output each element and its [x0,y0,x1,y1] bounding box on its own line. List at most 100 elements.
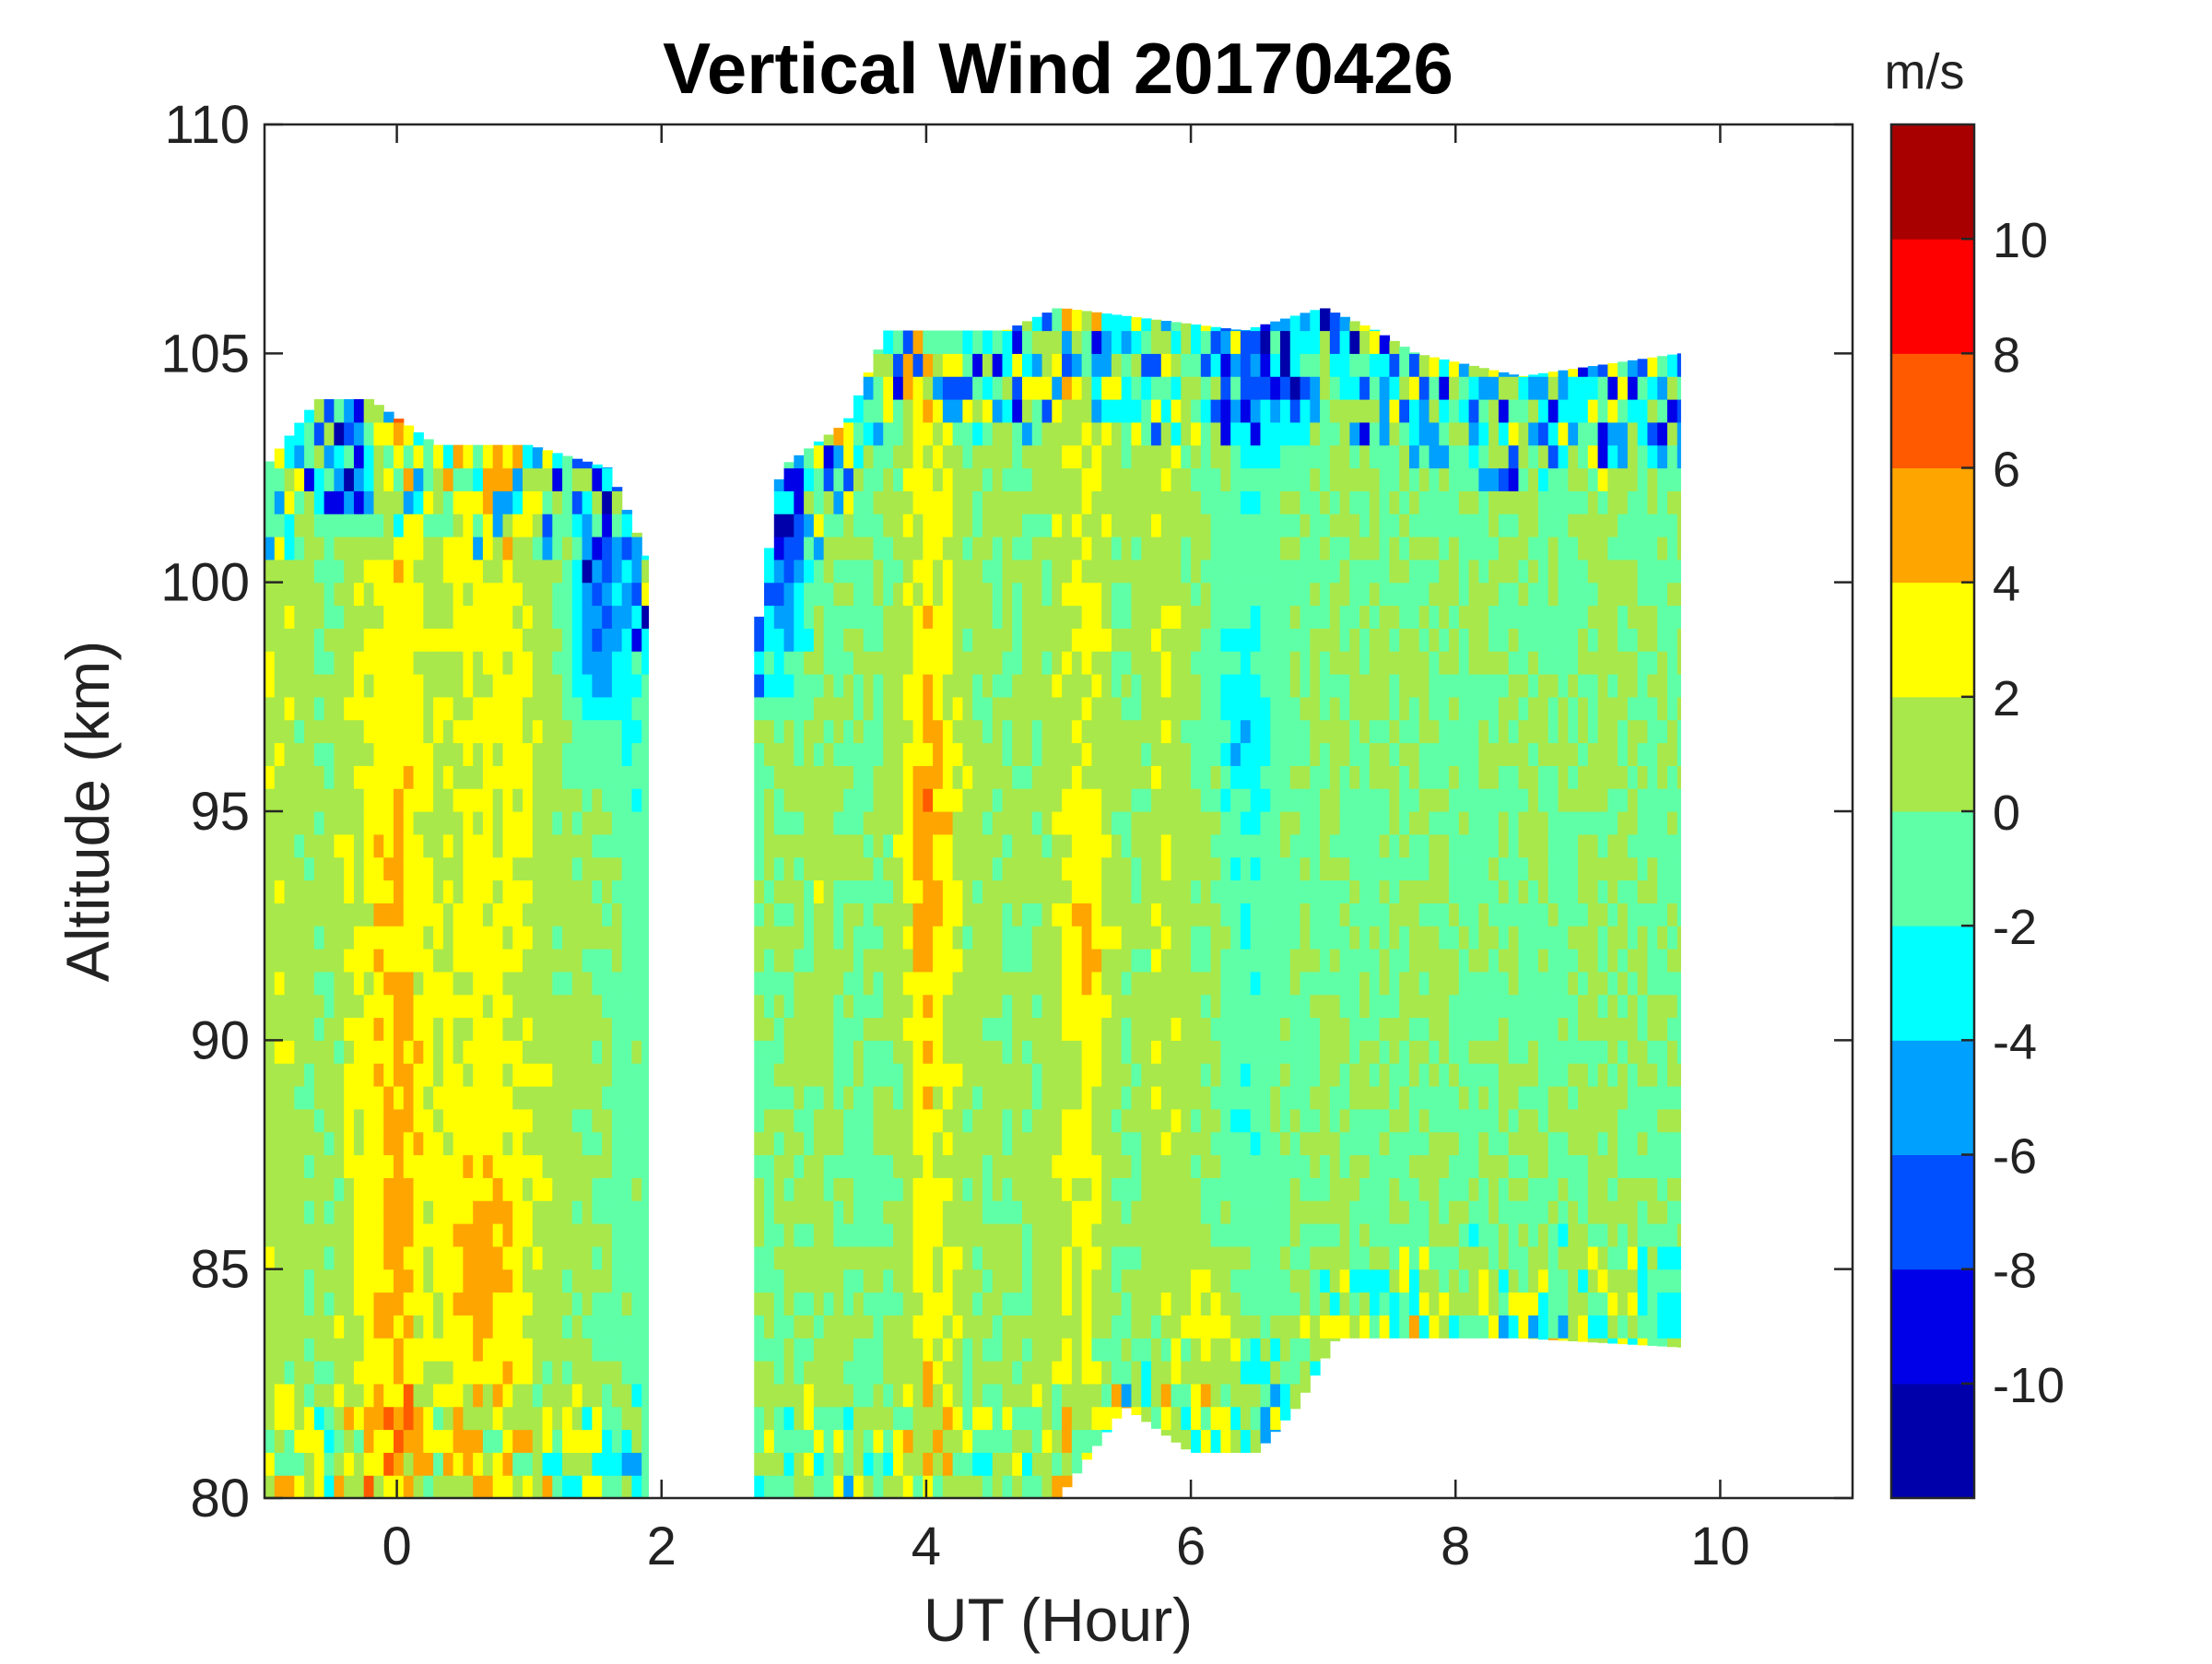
contour-cell [1151,674,1162,698]
contour-cell [324,1292,335,1316]
contour-cell [641,903,649,926]
contour-cell [1359,421,1371,446]
contour-cell [853,811,865,835]
contour-cell [532,696,544,721]
contour-cell [562,1406,573,1431]
contour-cell [1220,1154,1231,1178]
contour-cell [334,1292,345,1316]
contour-cell [641,742,649,766]
contour-cell [1379,628,1391,652]
contour-cell [1379,651,1391,675]
contour-cell [962,1406,973,1431]
contour-cell [1131,879,1142,903]
contour-cell [823,1154,835,1178]
contour-cell [353,1131,365,1156]
contour-cell [1320,674,1331,698]
contour-cell [344,582,355,607]
contour-cell [433,490,444,514]
contour-cell [823,582,835,607]
contour-cell [783,949,794,973]
contour-cell [621,1383,633,1408]
contour-cell [942,788,954,812]
contour-cell [1310,971,1321,996]
contour-cell [592,856,603,881]
contour-cell [413,926,424,950]
contour-cell [1310,696,1321,721]
contour-cell [952,1245,963,1270]
contour-cell [552,1131,563,1156]
contour-cell [1300,1108,1311,1133]
contour-cell [1191,490,1202,514]
contour-cell [294,1292,305,1316]
contour-cell [1091,1429,1102,1446]
contour-cell [313,674,325,698]
contour-cell [1031,1429,1043,1453]
contour-cell [393,1040,405,1064]
contour-cell [823,559,835,584]
contour-cell [463,1315,474,1339]
contour-cell [463,559,474,584]
contour-cell [1181,1406,1192,1431]
contour-cell [923,1452,934,1476]
contour-cell [542,1383,553,1408]
contour-cell [1339,971,1350,996]
contour-cell [1002,1361,1013,1385]
contour-cell [1111,559,1123,584]
contour-cell [1160,321,1172,332]
contour-cell [783,1086,794,1110]
contour-cell [284,994,295,1019]
contour-cell [992,1315,1004,1339]
contour-cell [902,742,914,766]
contour-cell [353,903,365,926]
contour-cell [1031,949,1043,973]
contour-cell [853,719,865,744]
contour-cell [592,1017,603,1041]
contour-cell [631,696,642,721]
contour-cell [542,628,553,652]
contour-cell [1002,1063,1013,1087]
contour-cell [933,879,944,903]
contour-cell [552,605,563,629]
contour-cell [1289,879,1301,903]
contour-cell [912,559,924,584]
contour-cell [522,1245,534,1270]
contour-cell [353,742,365,766]
contour-cell [1270,1154,1281,1178]
contour-cell [1250,1063,1262,1087]
contour-cell [413,1406,424,1431]
contour-cell [1339,994,1350,1019]
contour-cell [1191,582,1202,607]
contour-cell [463,1063,474,1087]
contour-cell [902,1086,914,1110]
contour-cell [1031,1131,1043,1156]
contour-cell [433,719,444,744]
contour-cell [1230,1086,1241,1110]
contour-cell [1210,1245,1221,1270]
contour-cell [492,696,504,721]
contour-cell [1280,1292,1291,1316]
contour-cell [804,513,815,537]
contour-cell [972,1177,983,1201]
contour-cell [1062,559,1073,584]
contour-cell [853,971,865,996]
contour-cell [933,1040,944,1064]
contour-cell [463,537,474,561]
contour-cell [453,971,464,996]
contour-cell [313,1475,325,1498]
contour-cell [1002,467,1013,491]
contour-cell [522,994,534,1019]
contour-cell [1280,1040,1291,1064]
contour-cell [1369,719,1381,744]
contour-cell [1171,1063,1182,1087]
contour-cell [1131,833,1142,858]
contour-cell [512,467,524,491]
contour-cell [893,811,904,835]
contour-cell [631,1406,642,1431]
contour-cell [972,1154,983,1178]
contour-cell [1200,1108,1212,1133]
contour-cell [1359,971,1371,996]
contour-cell [353,1086,365,1110]
contour-cell [363,1383,375,1408]
contour-cell [522,1361,534,1385]
contour-cell [902,765,914,789]
